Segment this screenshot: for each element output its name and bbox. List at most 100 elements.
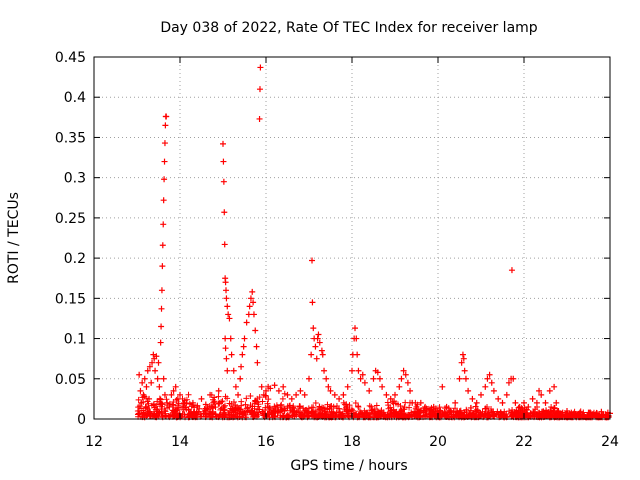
data-point (223, 295, 230, 302)
noise-point (224, 395, 231, 402)
data-point (154, 375, 161, 382)
data-point (355, 367, 362, 374)
noise-point (154, 398, 161, 405)
data-point (138, 399, 145, 406)
data-point (482, 383, 489, 390)
data-point (443, 403, 450, 410)
noise-point (301, 409, 308, 416)
data-point (140, 391, 147, 398)
data-point (383, 391, 390, 398)
noise-point (452, 405, 459, 412)
noise-point (290, 403, 297, 410)
x-tick-label: 22 (515, 434, 533, 450)
data-point (529, 395, 536, 402)
noise-point (442, 410, 449, 417)
noise-point (287, 402, 294, 409)
data-point (318, 347, 325, 354)
data-point (316, 339, 323, 346)
data-point (370, 375, 377, 382)
noise-point (357, 410, 364, 417)
noise-point (369, 409, 376, 416)
data-point (226, 315, 233, 322)
x-tick-label: 16 (257, 434, 275, 450)
data-point (409, 399, 416, 406)
data-point (465, 387, 472, 394)
data-point (235, 391, 242, 398)
data-point (161, 391, 168, 398)
data-point (223, 287, 230, 294)
data-point (220, 178, 227, 185)
noise-point (273, 402, 280, 409)
data-point (293, 391, 300, 398)
noise-point (219, 398, 226, 405)
data-point (456, 375, 463, 382)
noise-point (319, 412, 326, 419)
x-tick-label: 12 (85, 434, 103, 450)
data-point (344, 383, 351, 390)
data-point (309, 257, 316, 264)
noise-point (136, 411, 143, 418)
data-point (141, 375, 148, 382)
noise-point (256, 394, 263, 401)
noise-point (290, 408, 297, 415)
data-point (398, 375, 405, 382)
noise-point (521, 408, 528, 415)
y-tick-label: 0.05 (55, 372, 86, 388)
data-point (321, 367, 328, 374)
noise-point (209, 410, 216, 417)
data-point (198, 395, 205, 402)
data-point (246, 303, 253, 310)
noise-point (225, 411, 232, 418)
noise-point (212, 404, 219, 411)
data-point (439, 383, 446, 390)
x-tick-label: 14 (171, 434, 189, 450)
noise-point (343, 408, 350, 415)
data-point (194, 403, 201, 410)
noise-point (247, 392, 254, 399)
data-point (486, 371, 493, 378)
noise-point (470, 413, 477, 420)
data-point (400, 367, 407, 374)
data-point (462, 375, 469, 382)
noise-point (157, 396, 164, 403)
data-point (510, 375, 517, 382)
data-point (407, 387, 414, 394)
data-point (160, 375, 167, 382)
noise-point (551, 404, 558, 411)
data-point (243, 319, 250, 326)
noise-point (251, 405, 258, 412)
noise-point (391, 398, 398, 405)
data-point (336, 395, 343, 402)
data-point (301, 391, 308, 398)
noise-point (148, 402, 155, 409)
data-point (143, 383, 150, 390)
y-tick-label: 0.35 (55, 130, 86, 146)
noise-point (316, 403, 323, 410)
noise-point (286, 412, 293, 419)
data-point (163, 113, 170, 120)
data-point (430, 403, 437, 410)
data-point (170, 387, 177, 394)
data-point (503, 391, 510, 398)
noise-point (355, 403, 362, 410)
noise-point (186, 400, 193, 407)
noise-point (423, 411, 430, 418)
data-point (181, 399, 188, 406)
data-point (160, 221, 167, 228)
noise-point (162, 408, 169, 415)
data-point (275, 387, 282, 394)
noise-point (175, 400, 182, 407)
noise-point (312, 399, 319, 406)
data-point (237, 375, 244, 382)
grid-lines (94, 57, 610, 419)
data-point (542, 399, 549, 406)
data-point (538, 391, 545, 398)
noise-point (218, 405, 225, 412)
data-point (220, 158, 227, 165)
data-point (555, 407, 562, 414)
data-point (221, 241, 228, 248)
data-point (422, 403, 429, 410)
data-point (499, 399, 506, 406)
data-point (238, 363, 245, 370)
data-point (247, 295, 254, 302)
